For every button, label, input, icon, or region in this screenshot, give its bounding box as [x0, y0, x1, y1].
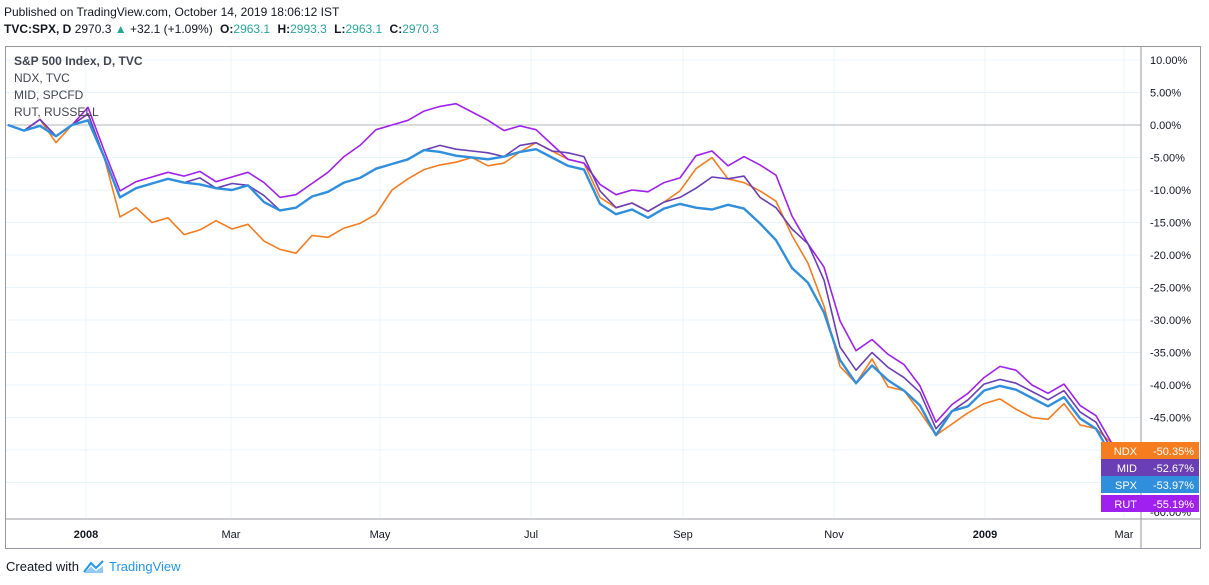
x-tick-label: 2008 [74, 529, 98, 541]
last-value-tag-bg [1101, 476, 1141, 493]
y-tick-label: -40.00% [1150, 380, 1191, 392]
last-value-label-rut: RUT -55.19% [1101, 495, 1199, 512]
open-value: 2963.1 [233, 22, 271, 36]
last-value-series-name: MID [1117, 463, 1137, 475]
high-value: 2993.3 [290, 22, 327, 36]
up-arrow-icon: ▲ [114, 22, 127, 36]
last-value-badge-bg [1141, 459, 1199, 476]
last-value-tag-bg [1101, 459, 1141, 476]
y-tick-label: 5.00% [1150, 88, 1181, 100]
open-label: O: [220, 22, 234, 36]
low-value: 2963.1 [345, 22, 383, 36]
last-value-tag-bg [1101, 495, 1141, 512]
last-value-percent: -50.35% [1153, 446, 1194, 458]
x-tick-label: Mar [1115, 529, 1134, 541]
high-label: H: [277, 22, 291, 36]
last-value-badge-bg [1141, 495, 1199, 512]
symbol-name: TVC:SPX, D [4, 22, 72, 36]
last-value-badge-bg [1141, 476, 1199, 493]
last-value-tag-bg [1101, 442, 1141, 459]
last-value-percent: -52.67% [1153, 463, 1194, 475]
published-caption: Published on TradingView.com, October 14… [4, 5, 340, 19]
x-tick-label: Jul [524, 529, 538, 541]
last-value-label-mid: MID -52.67% [1101, 459, 1199, 476]
grid [6, 47, 1141, 518]
chart-legend: S&P 500 Index, D, TVC NDX, TVC MID, SPCF… [14, 53, 143, 121]
y-tick-label: -15.00% [1150, 218, 1191, 230]
y-tick-label: -5.00% [1150, 153, 1185, 165]
y-tick-label: -25.00% [1150, 283, 1191, 295]
close-label: C: [389, 22, 403, 36]
tradingview-logo-icon [83, 559, 104, 573]
legend-item-rut: RUT, RUSSELL [14, 105, 99, 119]
y-tick-label: 0.00% [1150, 120, 1181, 132]
legend-item-ndx: NDX, TVC [14, 71, 70, 85]
last-value-series-name: SPX [1115, 480, 1138, 492]
symbol-price: 2970.3 [74, 22, 112, 36]
footer-created-text: Created with [6, 559, 79, 574]
chart-frame [5, 46, 1201, 549]
y-tick-label: -20.00% [1150, 250, 1191, 262]
footer-brand[interactable]: TradingView [108, 559, 181, 574]
last-value-series-name: RUT [1114, 499, 1137, 511]
footer: Created with TradingView [6, 559, 181, 574]
series-line-mid [7, 113, 1129, 468]
legend-main-symbol: S&P 500 Index, D, TVC [14, 54, 143, 68]
legend-item-mid: MID, SPCFD [14, 88, 84, 102]
series-line-spx [7, 119, 1129, 477]
y-tick-label: 10.00% [1150, 55, 1188, 67]
x-tick-label: May [370, 529, 391, 541]
x-tick-label: 2009 [973, 529, 997, 541]
low-label: L: [334, 22, 346, 36]
x-tick-label: Sep [673, 529, 693, 541]
last-value-badge-bg [1141, 442, 1199, 459]
x-tick-label: Nov [824, 529, 844, 541]
last-value-series-name: NDX [1114, 446, 1138, 458]
y-tick-label: -35.00% [1150, 348, 1191, 360]
last-value-percent: -55.19% [1153, 499, 1194, 511]
last-value-label-spx: SPX -53.97% [1101, 476, 1199, 493]
close-value: 2970.3 [402, 22, 439, 36]
symbol-change: +32.1 (+1.09%) [129, 22, 213, 36]
series-line-rut [7, 102, 1129, 484]
y-tick-label: -10.00% [1150, 185, 1191, 197]
last-value-percent: -53.97% [1153, 480, 1194, 492]
last-value-label-ndx: NDX -50.35% [1101, 442, 1199, 459]
symbol-bar: TVC:SPX, D 2970.3 ▲ +32.1 (+1.09%) O:296… [4, 22, 439, 36]
x-tick-label: Mar [222, 529, 241, 541]
y-tick-label: -30.00% [1150, 315, 1191, 327]
y-tick-label: -45.00% [1150, 413, 1191, 425]
